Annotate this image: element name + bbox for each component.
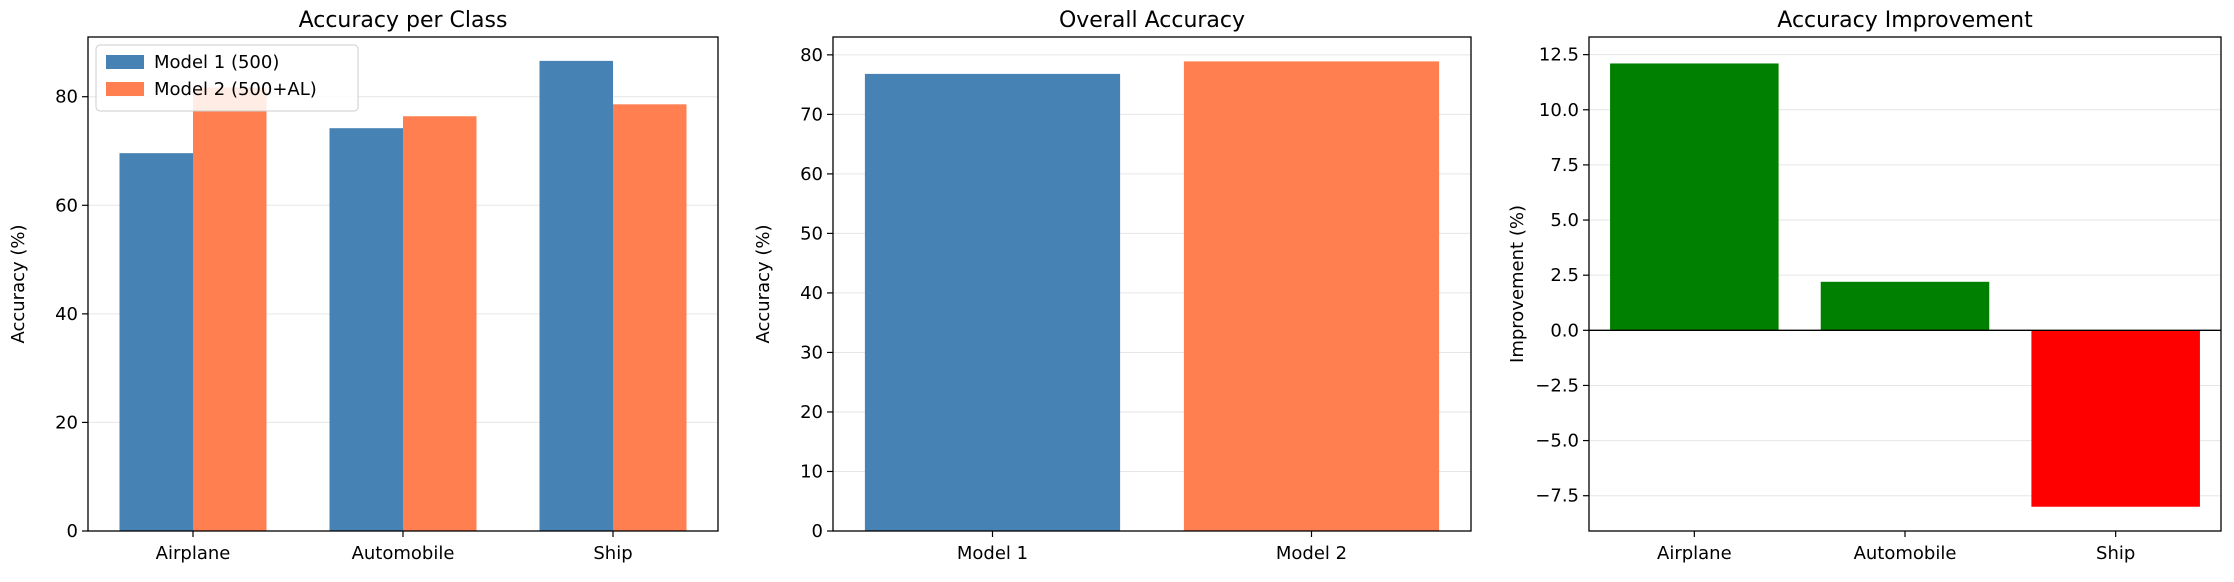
bar-airplane-series-2 [193,87,267,531]
y-tick-label: 10.0 [1539,100,1579,121]
x-tick-label: Model 2 [1276,543,1347,564]
y-tick-label: 10 [800,461,823,482]
y-tick-label: 60 [800,164,823,185]
legend-swatch [106,55,144,69]
y-tick-label: 50 [800,223,823,244]
legend: Model 1 (500) Model 2 (500+AL) [95,44,359,112]
chart-overall-accuracy: 0 10 20 30 40 50 60 70 80 Model 1 Model 2 Overall A… [753,8,1472,564]
x-tick-label: Airplane [156,543,231,564]
y-tick-label: 0 [67,521,78,542]
bar-ship [2031,330,2200,507]
chart-title: Accuracy per Class [299,8,508,33]
y-axis-label: Accuracy (%) [8,224,29,343]
y-tick-label: 20 [800,402,823,423]
bar-automobile-series-2 [403,116,477,531]
y-tick-label: 5.0 [1550,210,1579,231]
x-tick-label: Automobile [352,543,455,564]
y-tick-label: 7.5 [1550,155,1579,176]
y-tick-label: 80 [800,45,823,66]
axes-frame [832,36,1472,532]
bar-model-1 [864,73,1121,531]
bar-automobile-series-1 [329,128,403,531]
chart-accuracy-improvement: −7.5 −5.0 −2.5 0.0 2.5 5.0 7.5 10.0 12.5 Airplane… [1507,8,2222,564]
bar-model-2 [1183,61,1440,532]
y-axis-label: Accuracy (%) [753,224,774,343]
x-tick-label: Ship [2096,543,2135,564]
y-tick-label: 20 [55,412,78,433]
y-tick-label: 2.5 [1550,265,1579,286]
y-tick-label: −7.5 [1535,486,1579,507]
x-tick-label: Ship [593,543,632,564]
bar-airplane-series-1 [119,153,193,531]
y-tick-label: −5.0 [1535,431,1579,452]
chart-title: Accuracy Improvement [1777,8,2033,33]
bar-airplane [1610,63,1779,331]
y-tick-label: 12.5 [1539,45,1579,66]
y-tick-label: 0.0 [1550,320,1579,341]
legend-box [95,44,359,112]
y-tick-label: 40 [55,304,78,325]
x-tick-label: Airplane [1657,543,1732,564]
y-tick-label: 60 [55,195,78,216]
chart-title: Overall Accuracy [1059,8,1245,33]
x-tick-label: Model 1 [957,543,1028,564]
y-tick-label: 70 [800,104,823,125]
x-tick-label: Automobile [1854,543,1957,564]
y-tick-label: 0 [812,521,823,542]
y-tick-label: −2.5 [1535,375,1579,396]
bar-ship-series-1 [539,60,613,532]
y-tick-label: 40 [800,283,823,304]
y-tick-label: 30 [800,342,823,363]
y-axis-label: Improvement (%) [1507,205,1528,363]
bar-ship-series-2 [613,104,687,532]
legend-swatch [106,82,144,96]
y-tick-label: 80 [55,87,78,108]
bar-automobile [1820,281,1990,331]
chart-accuracy-per-class: 0 20 40 60 80 Airplane Automobile Ship Accuracy … [8,8,719,564]
legend-entry: Model 2 (500+AL) [154,79,317,100]
legend-entry: Model 1 (500) [154,52,279,73]
